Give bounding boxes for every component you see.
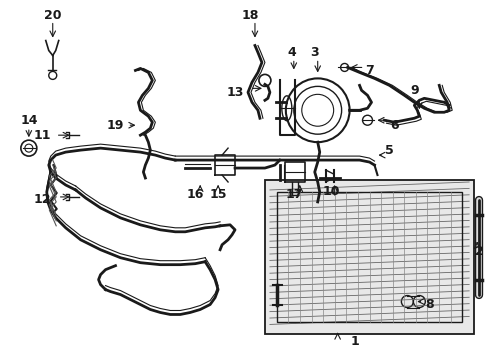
Text: 9: 9 (409, 84, 418, 97)
Text: 16: 16 (186, 188, 203, 202)
Text: 6: 6 (389, 119, 398, 132)
Text: 17: 17 (285, 188, 303, 202)
Text: 19: 19 (106, 119, 124, 132)
Bar (264, 180, 473, 334)
Text: 1: 1 (349, 335, 358, 348)
Text: 12: 12 (34, 193, 51, 206)
Text: 3: 3 (310, 46, 318, 59)
Text: 13: 13 (226, 86, 243, 99)
Bar (276, 192, 461, 323)
Text: 14: 14 (20, 114, 38, 127)
Text: 4: 4 (287, 46, 296, 59)
Text: 10: 10 (322, 185, 340, 198)
Text: 11: 11 (34, 129, 51, 142)
Text: 20: 20 (44, 9, 61, 22)
Text: 2: 2 (474, 245, 483, 258)
Text: 18: 18 (241, 9, 258, 22)
Text: 5: 5 (384, 144, 393, 157)
Text: 7: 7 (365, 64, 373, 77)
Text: 15: 15 (209, 188, 226, 202)
Text: 8: 8 (424, 298, 433, 311)
